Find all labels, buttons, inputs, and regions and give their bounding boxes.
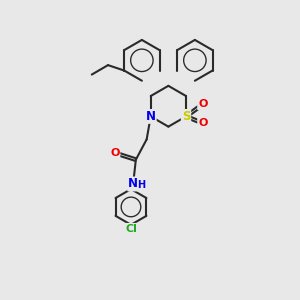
Text: N: N — [146, 110, 156, 123]
Text: H: H — [136, 180, 145, 190]
Text: O: O — [198, 99, 208, 109]
Text: S: S — [182, 110, 190, 123]
Text: O: O — [110, 148, 119, 158]
Text: Cl: Cl — [125, 224, 137, 234]
Text: O: O — [198, 118, 208, 128]
Text: N: N — [128, 178, 138, 190]
